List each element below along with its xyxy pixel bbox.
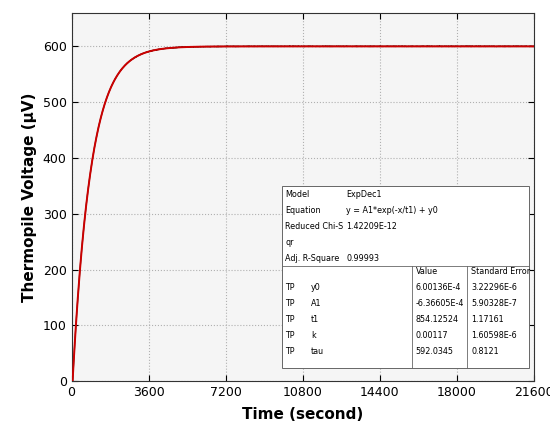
X-axis label: Time (second): Time (second) bbox=[242, 407, 363, 422]
Text: 6.00136E-4: 6.00136E-4 bbox=[416, 283, 461, 292]
Text: TP: TP bbox=[285, 346, 295, 355]
Text: TP: TP bbox=[285, 299, 295, 308]
Text: ExpDec1: ExpDec1 bbox=[346, 191, 382, 199]
Text: k: k bbox=[311, 331, 316, 340]
Text: 592.0345: 592.0345 bbox=[416, 346, 454, 355]
Text: Equation: Equation bbox=[285, 206, 321, 215]
Text: 3.22296E-6: 3.22296E-6 bbox=[471, 283, 517, 292]
Text: A1: A1 bbox=[311, 299, 321, 308]
Text: 0.8121: 0.8121 bbox=[471, 346, 499, 355]
Y-axis label: Thermopile Voltage (μV): Thermopile Voltage (μV) bbox=[22, 92, 37, 302]
Text: 5.90328E-7: 5.90328E-7 bbox=[471, 299, 517, 308]
Text: TP: TP bbox=[285, 315, 295, 324]
Text: 0.99993: 0.99993 bbox=[346, 254, 380, 263]
Text: tau: tau bbox=[311, 346, 324, 355]
Text: TP: TP bbox=[285, 283, 295, 292]
Text: TP: TP bbox=[285, 331, 295, 340]
Text: 1.17161: 1.17161 bbox=[471, 315, 504, 324]
Text: y0: y0 bbox=[311, 283, 321, 292]
Text: 1.60598E-6: 1.60598E-6 bbox=[471, 331, 517, 340]
Text: 854.12524: 854.12524 bbox=[416, 315, 459, 324]
Text: 1.42209E-12: 1.42209E-12 bbox=[346, 222, 397, 231]
Text: y = A1*exp(-x/t1) + y0: y = A1*exp(-x/t1) + y0 bbox=[346, 206, 438, 215]
Text: Standard Error: Standard Error bbox=[471, 268, 530, 276]
Text: 0.00117: 0.00117 bbox=[416, 331, 448, 340]
FancyBboxPatch shape bbox=[282, 186, 529, 368]
Text: Model: Model bbox=[285, 191, 310, 199]
Text: qr: qr bbox=[285, 238, 294, 247]
Text: t1: t1 bbox=[311, 315, 319, 324]
Text: Reduced Chi-S: Reduced Chi-S bbox=[285, 222, 344, 231]
Text: Adj. R-Square: Adj. R-Square bbox=[285, 254, 340, 263]
Text: -6.36605E-4: -6.36605E-4 bbox=[416, 299, 464, 308]
Text: Value: Value bbox=[416, 268, 438, 276]
